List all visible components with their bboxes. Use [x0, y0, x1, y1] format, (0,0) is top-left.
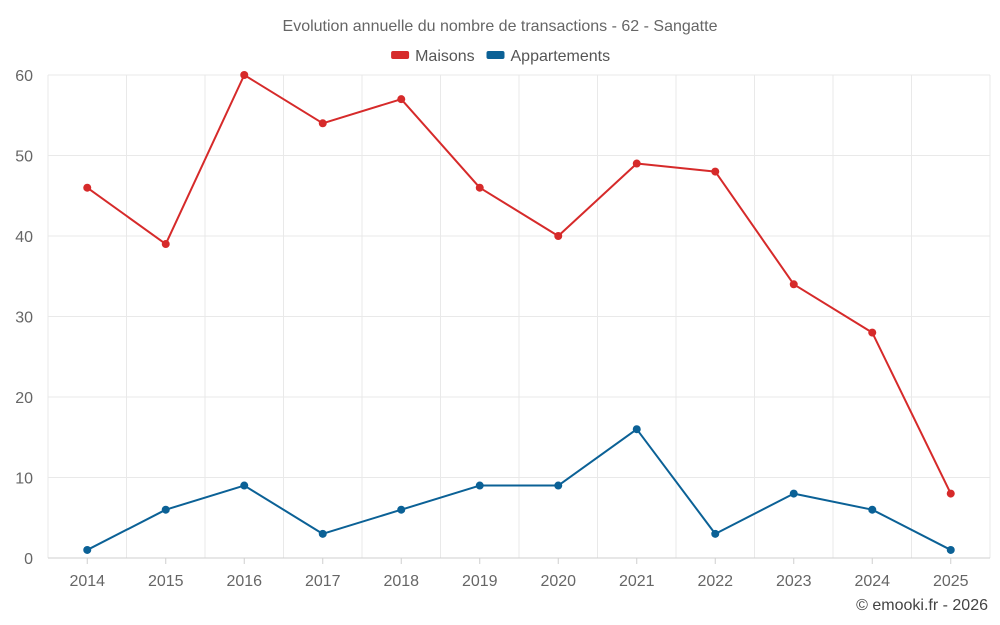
y-tick-label: 40 [15, 229, 33, 246]
data-point[interactable] [554, 481, 563, 490]
x-tick-label: 2022 [697, 573, 733, 590]
data-point[interactable] [240, 481, 249, 490]
legend-swatch [486, 51, 505, 59]
x-tick-label: 2020 [540, 573, 576, 590]
data-point[interactable] [83, 545, 92, 554]
data-point[interactable] [711, 167, 720, 176]
series-appartements [83, 425, 955, 554]
legend-swatch [391, 51, 410, 59]
legend[interactable]: Maisons Appartements [391, 48, 610, 65]
x-tick-label: 2023 [776, 573, 812, 590]
series-line [86, 74, 952, 495]
chart-title: Evolution annuelle du nombre de transact… [283, 18, 718, 35]
legend-label: Maisons [415, 48, 475, 65]
data-point[interactable] [789, 489, 798, 498]
data-point[interactable] [946, 489, 955, 498]
grid [47, 74, 991, 558]
series-line [86, 428, 952, 551]
y-tick-label: 30 [15, 310, 33, 327]
credit-text: © emooki.fr - 2026 [856, 597, 988, 614]
data-point[interactable] [554, 232, 563, 240]
data-point[interactable] [397, 95, 406, 104]
y-tick-label: 50 [15, 149, 33, 166]
x-tick-label: 2019 [462, 573, 498, 590]
data-point[interactable] [161, 505, 170, 514]
data-point[interactable] [240, 71, 249, 79]
data-point[interactable] [475, 481, 484, 490]
legend-label: Appartements [511, 48, 611, 65]
series-group [83, 71, 955, 554]
x-tick-label: 2015 [148, 573, 184, 590]
x-tick-label: 2025 [933, 573, 969, 590]
data-point[interactable] [632, 159, 641, 168]
data-point[interactable] [161, 240, 170, 249]
x-tick-label: 2024 [854, 573, 890, 590]
data-point[interactable] [868, 328, 877, 337]
x-tick-label: 2016 [226, 573, 262, 590]
data-point[interactable] [946, 545, 955, 554]
data-point[interactable] [318, 529, 327, 538]
x-tick-label: 2018 [383, 573, 419, 590]
data-point[interactable] [789, 280, 798, 289]
tick-labels: 0 10 20 30 40 50 60 2014 2015 2016 2017 2018 2019 202… [15, 68, 968, 590]
axes [48, 557, 990, 564]
data-point[interactable] [318, 119, 327, 128]
y-tick-label: 10 [15, 471, 33, 488]
legend-item-maisons[interactable]: Maisons [391, 48, 475, 65]
legend-item-appartements[interactable]: Appartements [486, 48, 611, 65]
x-tick-label: 2017 [305, 573, 341, 590]
x-tick-label: 2014 [69, 573, 105, 590]
series-maisons [83, 71, 955, 498]
data-point[interactable] [632, 425, 641, 434]
y-tick-label: 20 [15, 390, 33, 407]
y-tick-label: 0 [24, 551, 33, 568]
data-point[interactable] [83, 183, 92, 192]
data-point[interactable] [868, 505, 877, 514]
y-tick-label: 60 [15, 68, 33, 85]
x-tick-label: 2021 [619, 573, 655, 590]
data-point[interactable] [397, 505, 406, 514]
data-point[interactable] [711, 529, 720, 538]
data-point[interactable] [475, 183, 484, 192]
